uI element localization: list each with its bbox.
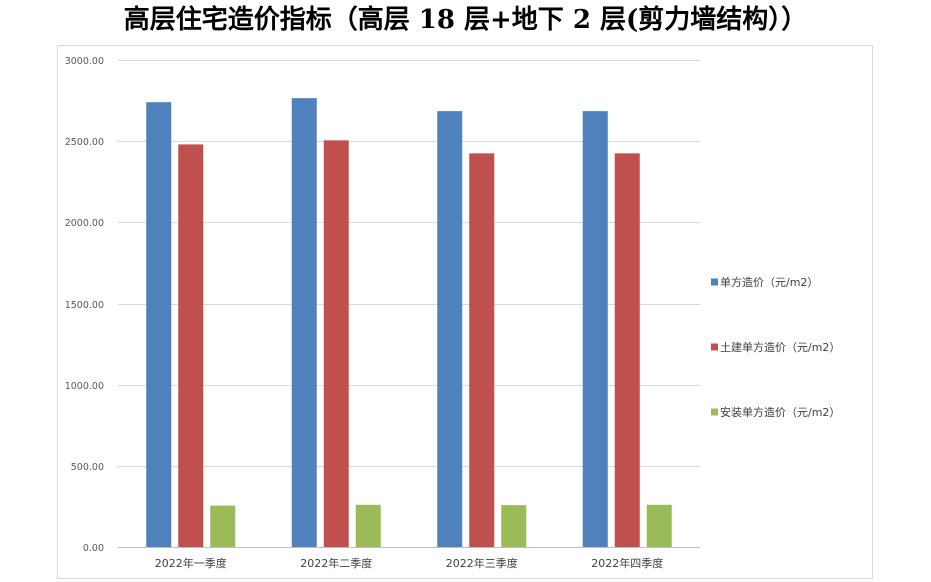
bar-civil-q3 <box>469 153 495 547</box>
bar-install-q4 <box>646 504 672 547</box>
bar-total-q4 <box>582 111 608 547</box>
y-tick-label: 1500.00 <box>65 300 104 311</box>
bar-civil-q4 <box>614 153 640 547</box>
bar-install-q3 <box>501 505 527 547</box>
bar-civil-q1 <box>178 144 204 547</box>
legend-label: 安装单方造价（元/m2） <box>720 405 840 419</box>
y-tick-label: 2500.00 <box>65 137 104 148</box>
bar-total-q2 <box>291 98 317 548</box>
y-tick-label: 0.00 <box>83 543 104 554</box>
y-tick-label: 1000.00 <box>65 381 104 392</box>
y-tick-label: 500.00 <box>71 462 104 473</box>
y-tick-label: 2000.00 <box>65 218 104 229</box>
legend-label: 土建单方造价（元/m2） <box>720 340 840 354</box>
bar-total-q1 <box>146 102 172 547</box>
x-category-label: 2022年四季度 <box>591 556 663 570</box>
axis-labels: 0.00 500.00 1000.00 1500.00 2000.00 2500.00 30… <box>65 56 664 570</box>
x-category-label: 2022年二季度 <box>300 556 372 570</box>
bar-install-q2 <box>355 504 381 547</box>
bar-total-q3 <box>437 111 463 547</box>
legend: 单方造价（元/m2） 土建单方造价（元/m2） 安装单方造价（元/m2） <box>711 275 840 419</box>
x-category-label: 2022年三季度 <box>446 556 518 570</box>
legend-swatch-total <box>711 278 718 286</box>
bars <box>146 98 672 548</box>
y-tick-label: 3000.00 <box>65 56 104 67</box>
legend-swatch-install <box>711 408 718 416</box>
chart-title: 高层住宅造价指标（高层 18 层+地下 2 层(剪力墙结构）） <box>123 5 808 35</box>
legend-swatch-civil <box>711 343 718 351</box>
bar-civil-q2 <box>323 140 349 548</box>
x-category-label: 2022年一季度 <box>155 556 227 570</box>
legend-label: 单方造价（元/m2） <box>720 275 818 289</box>
bar-install-q1 <box>210 505 236 547</box>
